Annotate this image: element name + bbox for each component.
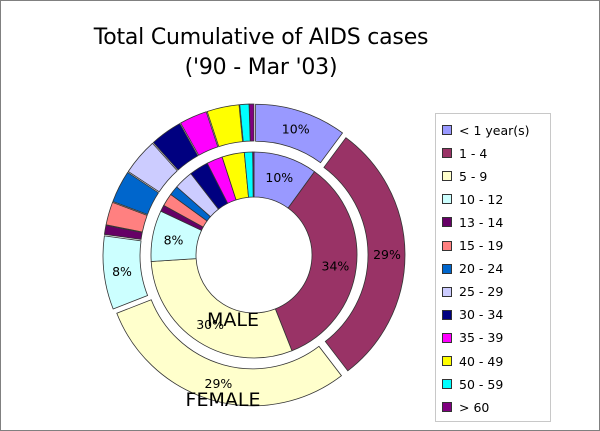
outer-segment-30-34 [152, 122, 199, 171]
legend-item: 15 - 19 [442, 236, 503, 256]
inner-ring-male [150, 151, 358, 359]
legend-label: 13 - 14 [459, 214, 504, 230]
legend-label: 20 - 24 [459, 261, 504, 277]
ring-label-male: MALE [207, 309, 259, 331]
legend-swatch [442, 171, 452, 182]
legend-item: 13 - 14 [442, 212, 503, 232]
outer-data-label: 29% [205, 376, 233, 391]
outer-segment-60 [248, 103, 255, 142]
legend-item: 50 - 59 [442, 374, 503, 394]
legend-label: > 60 [459, 399, 490, 415]
legend-swatch [442, 402, 452, 413]
legend-swatch [442, 309, 452, 320]
outer-segment-15-19 [105, 201, 148, 233]
outer-data-label: 8% [112, 264, 132, 279]
legend-swatch [442, 240, 452, 251]
outer-ring-female [102, 103, 406, 407]
legend-item: > 60 [442, 397, 489, 417]
chart-title-line1: Total Cumulative of AIDS cases [93, 25, 429, 50]
legend-item: 5 - 9 [442, 166, 487, 186]
chart-subtitle: ('90 - Mar '03) [184, 55, 338, 80]
legend-swatch [442, 263, 452, 274]
outer-segment-35-39 [180, 111, 219, 156]
ring-label-female: FEMALE [186, 389, 261, 411]
legend-item: 20 - 24 [442, 259, 503, 279]
outer-segment-5-9 [116, 299, 343, 407]
legend-swatch [442, 125, 452, 135]
legend-swatch [442, 286, 452, 297]
outer-segment-25-29 [127, 142, 178, 193]
legend-item: 25 - 29 [442, 282, 503, 302]
inner-segment-1-4 [274, 171, 358, 352]
legend-item: 1 - 4 [442, 143, 487, 163]
outer-segment-40-49 [206, 104, 243, 148]
outer-data-label: 10% [282, 122, 310, 137]
legend-swatch [442, 332, 452, 343]
legend-label: 1 - 4 [459, 145, 488, 161]
inner-data-label: 8% [164, 233, 184, 248]
legend-swatch [442, 356, 452, 366]
legend-item: 35 - 39 [442, 328, 503, 348]
legend-item: 10 - 12 [442, 189, 503, 209]
legend-label: 40 - 49 [459, 353, 504, 369]
inner-data-label: 10% [265, 170, 293, 185]
legend-item: 40 - 49 [442, 351, 503, 371]
legend-swatch [442, 194, 452, 205]
data-labels: 10% 34% 30% 8% 10% 29% 29% 8% [112, 122, 401, 391]
legend: < 1 year(s) 1 - 4 5 - 9 10 - 12 13 - 14 15 - … [435, 113, 551, 422]
legend-swatch [442, 217, 452, 228]
outer-segment-10-12 [102, 235, 149, 310]
outer-segment-20-24 [112, 171, 160, 215]
legend-label: 30 - 34 [459, 307, 504, 323]
legend-item: < 1 year(s) [442, 120, 530, 140]
legend-label: < 1 year(s) [459, 122, 530, 138]
inner-segment-60 [252, 151, 255, 198]
legend-label: 10 - 12 [459, 191, 504, 207]
chart-title: Total Cumulative of AIDS cases ('90 - Ma… [1, 23, 521, 83]
legend-label: 5 - 9 [459, 168, 488, 184]
inner-data-label: 30% [196, 317, 224, 332]
legend-label: 35 - 39 [459, 330, 504, 346]
legend-label: 15 - 19 [459, 238, 504, 253]
outer-segment-13-14 [103, 224, 143, 240]
inner-data-label: 34% [322, 258, 350, 273]
legend-label: 50 - 59 [459, 376, 504, 392]
legend-swatch [442, 379, 452, 390]
legend-item: 30 - 34 [442, 305, 503, 325]
outer-segment-1-4 [323, 137, 406, 372]
outer-segment-1-year-s [255, 103, 344, 164]
legend-label: 25 - 29 [459, 284, 504, 300]
outer-data-label: 29% [373, 247, 401, 262]
inner-segment-5-9 [150, 258, 293, 359]
legend-swatch [442, 148, 452, 159]
